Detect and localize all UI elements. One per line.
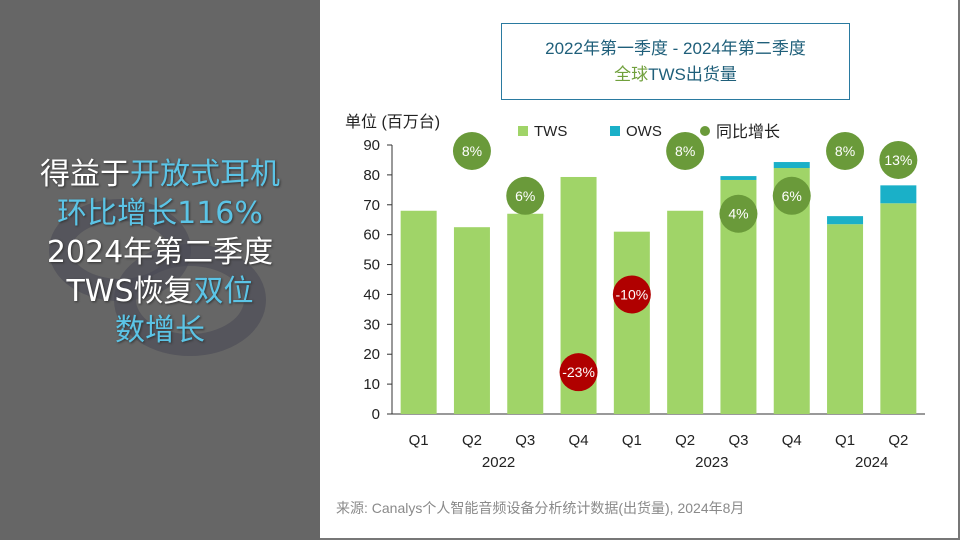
year-label: 2023 [695,454,728,471]
growth-label: 8% [835,143,855,159]
bar-ows [720,176,757,180]
legend-swatch [700,126,710,136]
headline-highlight: 开放式耳机 [130,157,280,192]
growth-bubble [559,353,598,392]
x-tick-label: Q3 [728,432,748,449]
year-label: 2022 [482,454,515,471]
legend-label: OWS [626,123,662,140]
bar-ows [880,185,917,204]
legend-swatch [610,126,620,136]
bar-tws [827,224,864,414]
x-tick-label: Q1 [409,432,429,449]
x-tick-label: Q2 [462,432,482,449]
bar-tws [880,203,917,414]
headline-highlight: 数增长 [115,313,205,348]
x-tick-label: Q3 [515,432,535,449]
growth-bubble [719,194,758,233]
earbud-image [49,199,266,356]
y-tick-label: 90 [363,137,380,154]
y-tick-label: 80 [363,167,380,184]
bar-tws [667,210,704,414]
year-label: 2024 [855,454,888,471]
growth-label: 6% [515,188,535,204]
growth-bubble [612,275,651,314]
bar-tws [613,231,650,414]
growth-label: -23% [562,364,595,380]
y-tick-label: 20 [363,346,380,363]
legend-label: TWS [534,123,567,140]
growth-bubble [879,140,918,179]
chart-title: 2022年第一季度 - 2024年第二季度 [545,39,806,58]
x-tick-label: Q2 [675,432,695,449]
y-tick-label: 60 [363,227,380,244]
bar-ows [773,162,810,169]
bar-tws [507,213,544,414]
growth-bubble [452,131,491,170]
growth-label: 13% [884,152,912,168]
bar-chart: 0 10 20 30 40 50 60 70 80 90 单位 (百万台) Q1 Q2 Q3 Q4 Q1 Q2 Q… [345,113,925,471]
chart-title-box: 2022年第一季度 - 2024年第二季度 全球TWS出货量 [501,23,850,100]
growth-bubble [666,131,705,170]
headline: 得益于开放式耳机 环比增长116% 2024年第二季度 TWS恢复双位 数增长 [0,155,320,350]
growth-label: 4% [728,206,748,222]
y-tick-label: 10 [363,376,380,393]
headline-text: 2024年第二季度 [46,235,274,270]
y-tick-label: 0 [372,406,380,423]
bar-tws [453,227,490,414]
growth-bubble [506,176,545,215]
growth-label: 8% [462,143,482,159]
x-tick-label: Q1 [835,432,855,449]
source-note: 来源: Canalys个人智能音频设备分析统计数据(出货量), 2024年8月 [336,500,745,516]
headline-highlight: 环比增长116% [57,196,263,231]
y-tick-label: 30 [363,316,380,333]
bar-ows [827,216,864,225]
x-tick-label: Q1 [622,432,642,449]
x-tick-label: Q4 [569,432,589,449]
growth-label: 6% [782,188,802,204]
legend-swatch [518,126,528,136]
y-tick-label: 50 [363,257,380,274]
growth-label: 8% [675,143,695,159]
bar-tws [400,210,437,414]
x-tick-label: Q4 [782,432,802,449]
headline-text: TWS恢复 [66,274,194,309]
headline-text: 得益于 [40,157,130,192]
growth-label: -10% [616,286,649,302]
y-tick-label: 70 [363,197,380,214]
chart-subtitle: TWS出货量 [648,65,737,84]
legend-label: 同比增长 [716,123,780,141]
growth-bubble [772,176,811,215]
left-panel: 得益于开放式耳机 环比增长116% 2024年第二季度 TWS恢复双位 数增长 [0,0,320,540]
headline-highlight: 双位 [193,274,254,309]
growth-bubble [826,131,865,170]
y-axis-label: 单位 (百万台) [345,113,440,131]
x-tick-label: Q2 [888,432,908,449]
y-tick-label: 40 [363,286,380,303]
chart-subtitle-highlight: 全球 [614,65,649,84]
